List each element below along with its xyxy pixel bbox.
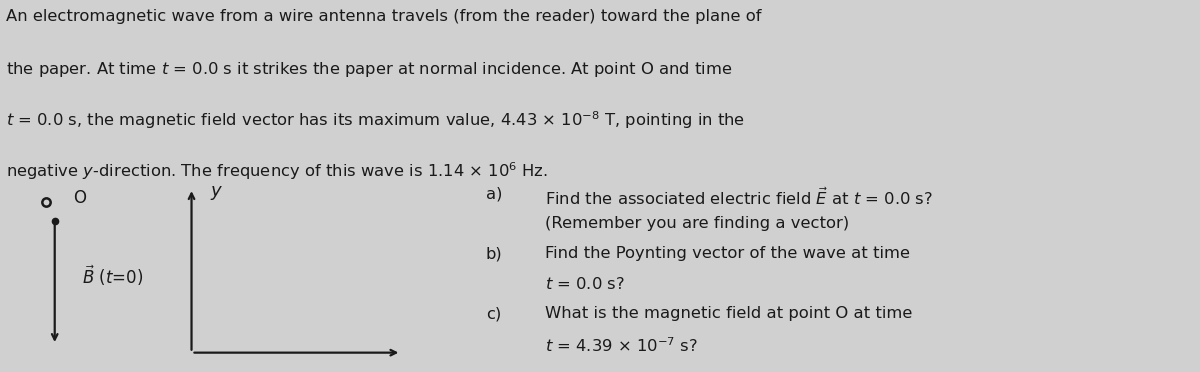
Text: Find the Poynting vector of the wave at time: Find the Poynting vector of the wave at … — [545, 246, 911, 261]
Text: $t$ = 4.39 $\times$ 10$^{-7}$ s?: $t$ = 4.39 $\times$ 10$^{-7}$ s? — [545, 336, 698, 355]
Text: $t$ = 0.0 s, the magnetic field vector has its maximum value, 4.43 $\times$ 10$^: $t$ = 0.0 s, the magnetic field vector h… — [6, 110, 745, 131]
Text: b): b) — [486, 246, 503, 261]
Text: a): a) — [486, 186, 503, 201]
Text: c): c) — [486, 306, 502, 321]
Text: negative $y$-direction. The frequency of this wave is 1.14 $\times$ 10$^{6}$ Hz.: negative $y$-direction. The frequency of… — [6, 160, 548, 182]
Text: An electromagnetic wave from a wire antenna travels (from the reader) toward the: An electromagnetic wave from a wire ante… — [6, 9, 762, 24]
Text: $\vec{B}$ ($t$=0): $\vec{B}$ ($t$=0) — [82, 263, 143, 288]
Text: (Remember you are finding a vector): (Remember you are finding a vector) — [545, 216, 850, 231]
Text: the paper. At time $t$ = 0.0 s it strikes the paper at normal incidence. At poin: the paper. At time $t$ = 0.0 s it strike… — [6, 60, 732, 78]
Text: $t$ = 0.0 s?: $t$ = 0.0 s? — [545, 276, 625, 292]
Text: What is the magnetic field at point O at time: What is the magnetic field at point O at… — [545, 306, 913, 321]
Text: Find the associated electric field $\vec{E}$ at $t$ = 0.0 s?: Find the associated electric field $\vec… — [545, 186, 934, 208]
Text: O: O — [73, 189, 86, 207]
Text: $y$: $y$ — [210, 185, 223, 202]
